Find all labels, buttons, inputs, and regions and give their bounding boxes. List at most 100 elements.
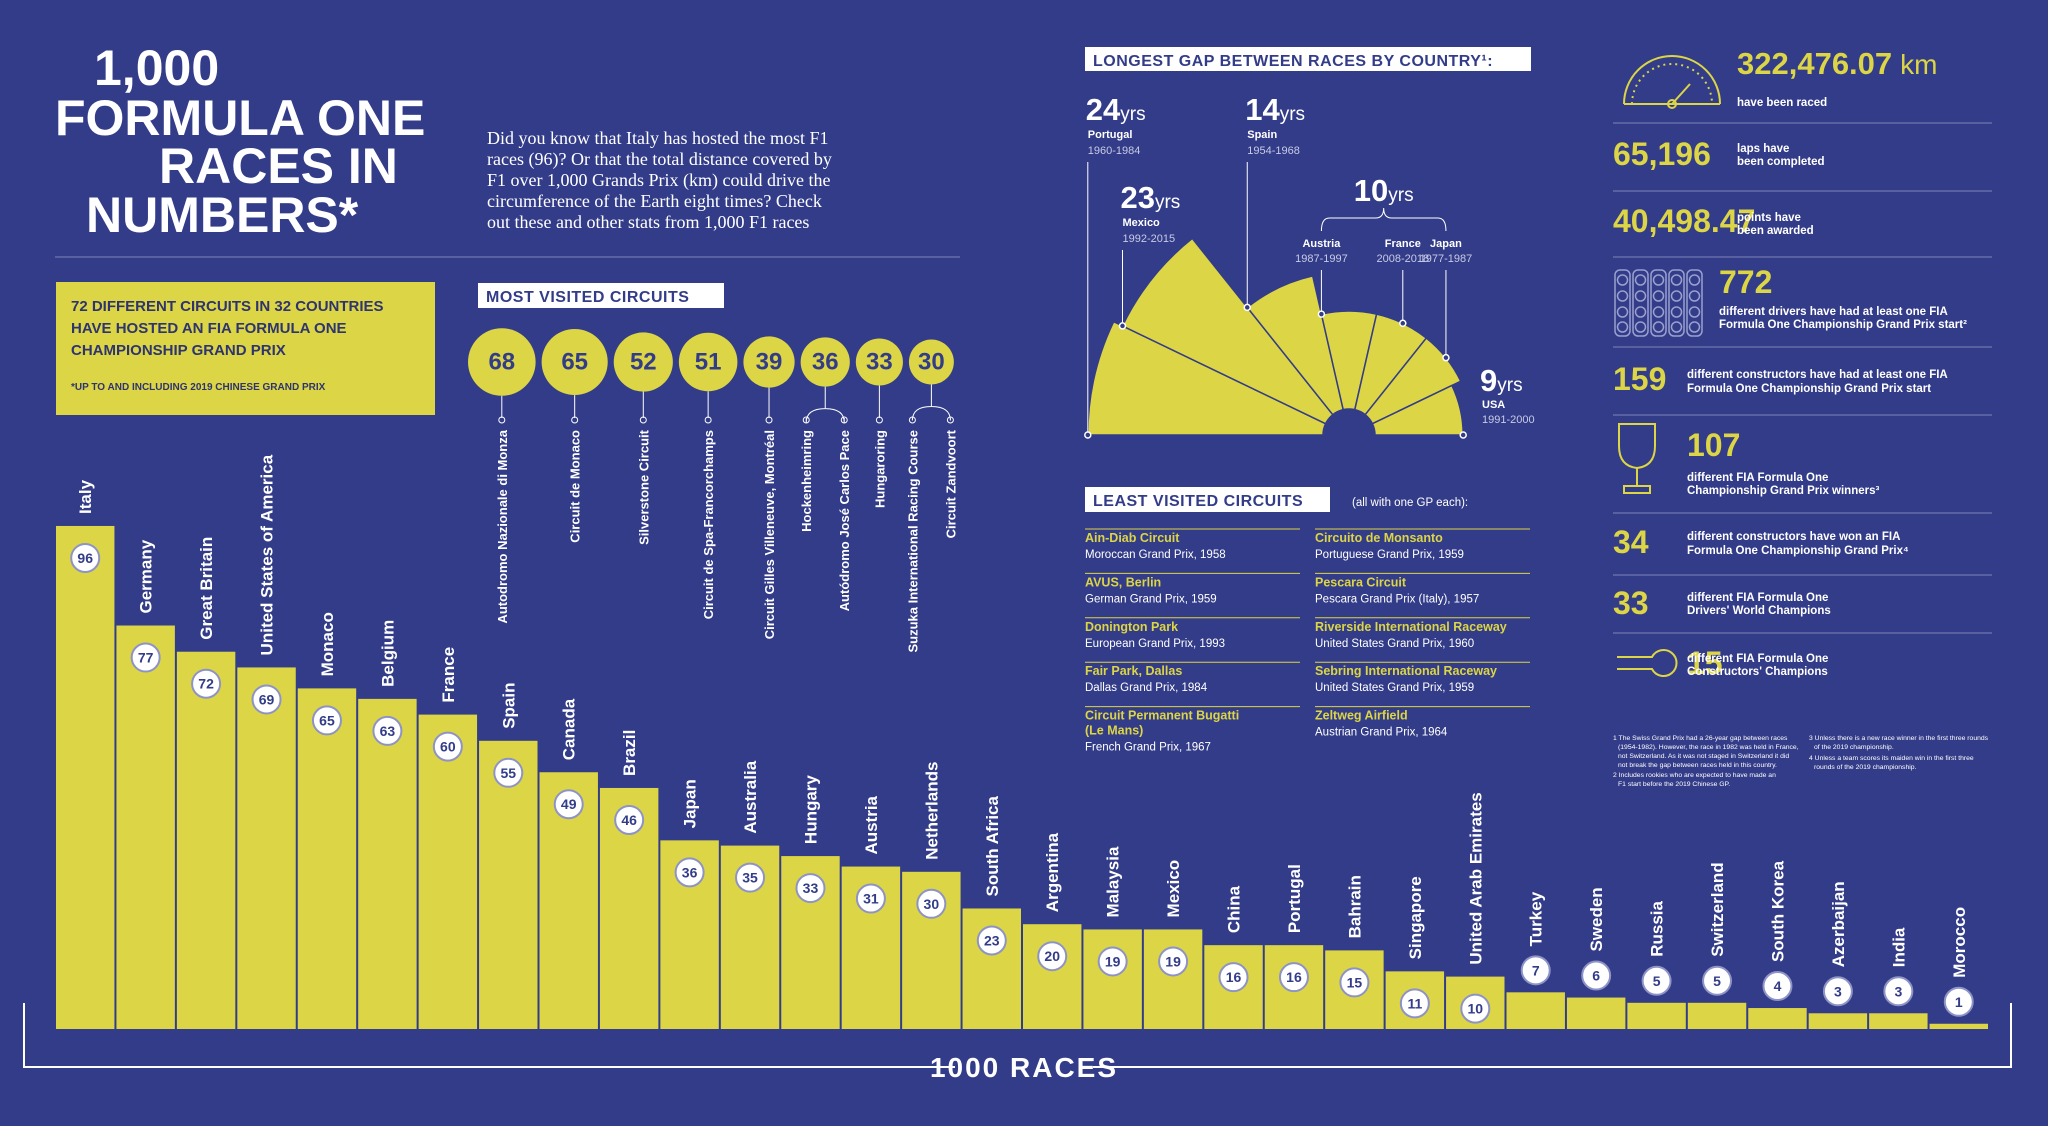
circuit-event: Dallas Grand Prix, 1984 [1085, 682, 1208, 694]
bar [1869, 1013, 1928, 1029]
wrench-icon [1617, 649, 1678, 677]
intro-line: Did you know that Italy has hosted the m… [487, 128, 828, 148]
gauge-icon [1623, 55, 1721, 109]
circuit-label: Suzuka International Racing Course [905, 430, 920, 653]
value-label: 49 [561, 796, 577, 812]
connector-dot [639, 416, 647, 424]
circuit-name: AVUS, Berlin [1085, 575, 1161, 589]
category-label: United States of America [258, 454, 277, 655]
bubble-label: 36 [812, 349, 839, 376]
gap-number: 10 [1354, 173, 1388, 208]
value-badge [795, 873, 826, 904]
circuit-event: Austrian Grand Prix, 1964 [1315, 727, 1448, 739]
circuit-label: Circuit de Monaco [568, 430, 583, 543]
circuits-box [56, 282, 435, 415]
circuit-label: Autodromo Nazionale di Monza [495, 429, 510, 623]
label-box [1085, 487, 1330, 512]
category-label: Portugal [1285, 864, 1304, 933]
bubble [678, 332, 738, 392]
connector-dot [498, 416, 506, 424]
stat-text: different FIA Formula One [1687, 472, 1828, 484]
value-label: 77 [138, 650, 154, 666]
section-title: MOST VISITED CIRCUITS [486, 289, 689, 306]
gap-unit: yrs [1497, 375, 1522, 396]
gap-value: 24yrs [1086, 92, 1146, 127]
circuit-label: Circuit Gilles Villeneuve, Montréal [762, 430, 777, 639]
stat-text: different constructors have had at least… [1687, 369, 1948, 381]
total-bracket [23, 1003, 2012, 1068]
value-label: 6 [1592, 968, 1600, 984]
value-label: 33 [803, 880, 819, 896]
bar [1506, 992, 1565, 1029]
intro-line: circumference of the Earth eight times? … [487, 191, 822, 211]
category-label: Singapore [1406, 876, 1425, 959]
circuit-name: Riverside International Raceway [1315, 620, 1507, 634]
bar [237, 667, 296, 1029]
tip-dot [1399, 319, 1407, 328]
value-badge [735, 862, 766, 893]
value-label: 69 [259, 691, 275, 707]
gap-number: 9 [1480, 363, 1497, 398]
stat-number: 40,498.47 [1613, 203, 1755, 239]
connector-dot [908, 416, 916, 424]
value-badge [1762, 971, 1793, 1002]
circuit-name: Pescara Circuit [1315, 575, 1407, 589]
category-label: Brazil [620, 730, 639, 776]
value-badge [70, 542, 101, 573]
category-label: United Arab Emirates [1466, 792, 1485, 964]
connector-dot [765, 416, 773, 424]
stat-text: been completed [1737, 156, 1825, 168]
value-label: 23 [984, 932, 1000, 948]
value-label: 3 [1894, 983, 1902, 999]
stat-number: 65,196 [1613, 136, 1711, 172]
box-note: *UP TO AND INCLUDING 2019 CHINESE GRAND … [71, 382, 326, 393]
tip-dot [1442, 353, 1450, 362]
category-label: Australia [741, 760, 760, 833]
category-label: Monaco [318, 612, 337, 676]
stat-text: Formula One Championship Grand Prix⁴ [1687, 545, 1909, 557]
bar [1687, 1002, 1747, 1029]
stat-number: 107 [1687, 427, 1740, 463]
label-box [1085, 47, 1531, 71]
bubble-label: 65 [561, 349, 588, 376]
footnote: F1 start before the 2019 Chinese GP. [1618, 781, 1730, 788]
value-badge [130, 642, 161, 673]
footnote: rounds of the 2019 championship. [1814, 764, 1917, 771]
stat-text: laps have [1737, 143, 1789, 155]
stat-text: Constructors' Champions [1687, 666, 1828, 678]
category-label: France [439, 647, 458, 703]
value-label: 30 [924, 896, 940, 912]
gap-unit: yrs [1388, 185, 1413, 206]
circuit-name: Ain-Diab Circuit [1085, 531, 1180, 545]
category-label: China [1225, 885, 1244, 933]
footnote: 1 The Swiss Grand Prix had a 26-year gap… [1613, 735, 1788, 742]
gap-country: France [1385, 238, 1421, 250]
gap-unit: yrs [1155, 192, 1180, 213]
bubble [743, 336, 795, 388]
value-badge [916, 888, 947, 919]
gap-number: 23 [1120, 180, 1154, 215]
stat-number: 322,476.07 [1737, 46, 1892, 81]
circuit-event: United States Grand Prix, 1959 [1315, 682, 1474, 694]
circuit-event: Portuguese Grand Prix, 1959 [1315, 549, 1464, 561]
circuit-name: Circuito de Monsanto [1315, 531, 1443, 545]
value-badge [1399, 988, 1430, 1019]
stat-value: 15 [1687, 645, 1723, 681]
value-badge [1158, 946, 1189, 977]
value-badge [553, 789, 584, 820]
value-badge [1037, 941, 1068, 972]
total-label: 1000 RACES [930, 1052, 1118, 1083]
stat-number: 33 [1613, 585, 1649, 621]
stat-text: Drivers' World Champions [1687, 605, 1831, 617]
stat-text: have been raced [1737, 97, 1827, 109]
bar [1083, 929, 1142, 1029]
category-label: Azerbaijan [1829, 881, 1848, 967]
circuit-label: Circuit Zandvoort [943, 429, 958, 538]
bar [56, 525, 115, 1029]
footnote: of the 2019 championship. [1814, 744, 1894, 751]
group-bracket [1320, 207, 1447, 232]
stat-text: different FIA Formula One [1687, 592, 1828, 604]
value-badge [976, 925, 1007, 956]
category-label: Canada [560, 698, 579, 760]
circuit-label: Silverstone Circuit [636, 429, 651, 545]
